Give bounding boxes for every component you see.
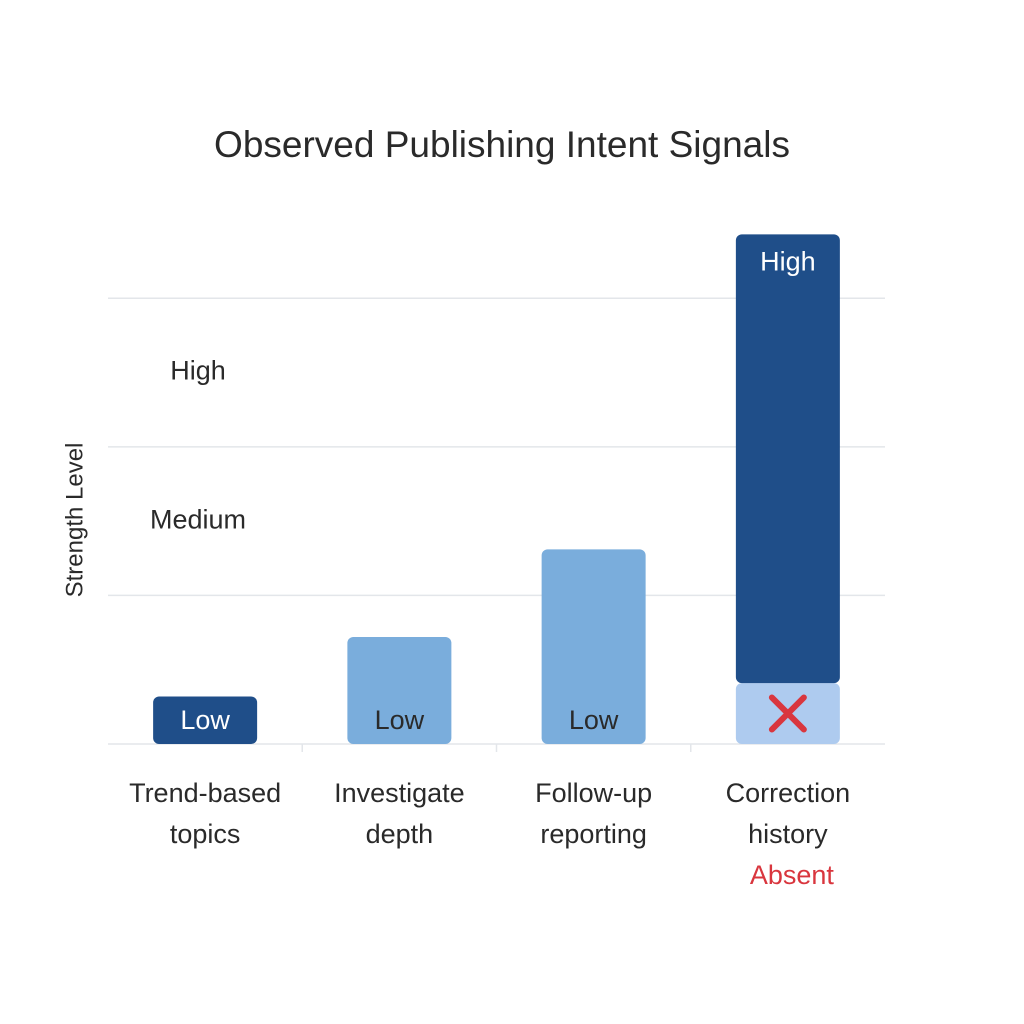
bar (153, 696, 258, 744)
value-label: High (760, 247, 816, 277)
y-tick-label: Medium (150, 504, 246, 534)
x-tick-label: reporting (540, 819, 647, 849)
value-label: Low (569, 705, 619, 735)
x-tick-label: depth (366, 819, 434, 849)
value-label: Low (180, 705, 230, 735)
bar (541, 549, 646, 744)
x-tick-label: Investigate (334, 778, 465, 808)
y-tick-label: High (170, 356, 226, 386)
x-tick-label: Trend-based (129, 778, 281, 808)
bar (347, 637, 452, 744)
absent-icon (768, 694, 807, 733)
x-tick-label: topics (170, 819, 241, 849)
value-label: Low (375, 705, 425, 735)
x-tick-label: Follow-up (535, 778, 652, 808)
y-axis-label: Strength Level (61, 443, 88, 598)
bar (735, 234, 840, 684)
x-tick-label: Correction (726, 778, 851, 808)
absent-label: Absent (750, 860, 835, 890)
chart-title: Observed Publishing Intent Signals (214, 124, 790, 165)
x-tick-label: history (748, 819, 828, 849)
